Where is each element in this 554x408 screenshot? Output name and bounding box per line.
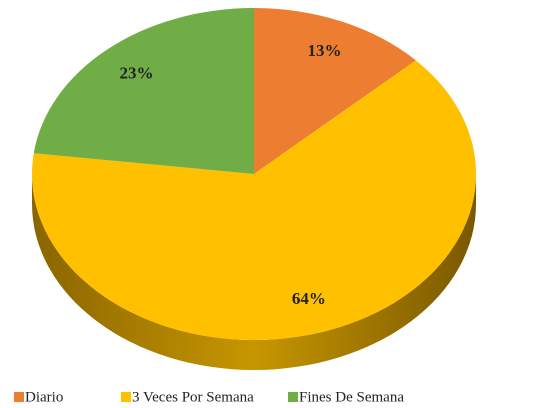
legend-swatch	[288, 392, 298, 402]
legend-label: Fines De Semana	[299, 389, 404, 405]
pie-slice	[254, 8, 416, 174]
legend-swatch	[14, 392, 24, 402]
legend-swatch	[121, 392, 131, 402]
legend-label: 3 Veces Por Semana	[132, 389, 254, 405]
pie-slice	[33, 8, 255, 174]
data-label: 64%	[292, 289, 326, 308]
pie-side	[32, 174, 476, 370]
data-label: 23%	[120, 63, 154, 82]
legend-label: Diario	[25, 389, 63, 405]
pie-slice	[31, 60, 476, 340]
data-label: 13%	[308, 41, 342, 60]
